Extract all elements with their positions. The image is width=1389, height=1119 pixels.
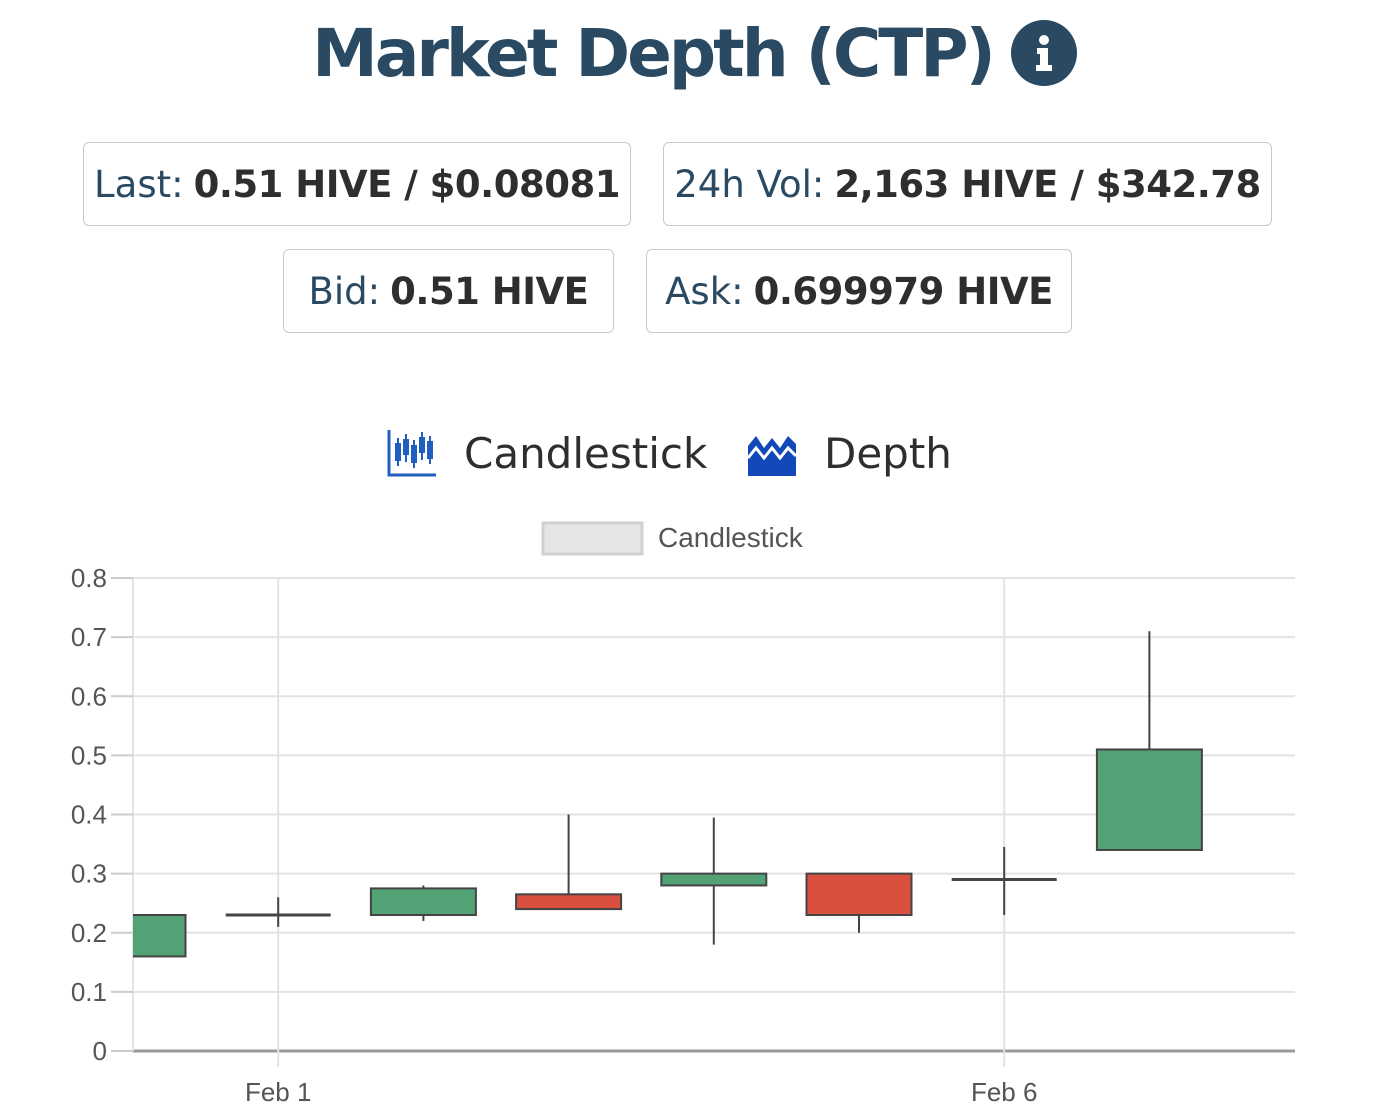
candle[interactable] (81, 914, 187, 958)
candle-body (1095, 748, 1203, 851)
candle-body (369, 887, 477, 917)
candlestick-view-label: Candlestick (464, 428, 708, 478)
candle-body (515, 893, 623, 911)
legend-swatch (541, 521, 644, 556)
ask-label: Ask: (665, 269, 744, 313)
x-tick-label: Feb 6 (971, 1077, 1038, 1107)
y-tick-label: 0.8 (71, 563, 107, 593)
y-tick-label: 0.4 (71, 800, 107, 830)
depth-view-label: Depth (824, 428, 952, 478)
page-title: Market Depth (CTP) (312, 14, 996, 92)
candlestick-chart-icon (387, 430, 436, 477)
volume-label: 24h Vol: (674, 162, 825, 206)
candle[interactable] (805, 872, 913, 933)
y-tick-label: 0.5 (71, 740, 107, 770)
bid-value: 0.51 HIVE (390, 269, 589, 313)
y-tick-label: 0.7 (71, 622, 107, 652)
candle[interactable] (660, 817, 768, 945)
y-tick-label: 0.6 (71, 681, 107, 711)
last-price-label: Last: (94, 162, 184, 206)
candle-body (133, 914, 187, 958)
candlestick-chart: Candlestick 0 0.1 0.2 0.3 0.4 0.5 0.6 0.7 0.8 Feb… (71, 521, 1295, 1107)
x-tick-label: Feb 1 (245, 1077, 312, 1107)
candle-body (805, 872, 913, 917)
ask-box: Ask: 0.699979 HIVE (646, 249, 1072, 333)
candle-body (660, 872, 768, 887)
bid-label: Bid: (308, 269, 381, 313)
candle[interactable] (1095, 631, 1203, 851)
candle[interactable] (225, 897, 331, 927)
area-chart-icon (746, 436, 798, 476)
candlestick-view-button[interactable]: Candlestick (386, 420, 707, 486)
info-icon[interactable] (1010, 20, 1077, 86)
candle[interactable] (369, 885, 477, 921)
last-price-value: 0.51 HIVE / $0.08081 (193, 162, 621, 206)
y-tick-label: 0.1 (71, 977, 107, 1007)
title-row: Market Depth (CTP) (0, 8, 1389, 98)
candle[interactable] (951, 847, 1057, 916)
legend-label: Candlestick (658, 522, 804, 553)
candle[interactable] (515, 814, 623, 911)
volume-value: 2,163 HIVE / $342.78 (834, 162, 1261, 206)
ask-value: 0.699979 HIVE (753, 269, 1054, 313)
y-tick-label: 0.3 (71, 859, 107, 889)
last-price-box: Last: 0.51 HIVE / $0.08081 (83, 142, 631, 226)
y-tick-label: 0 (93, 1036, 107, 1066)
bid-box: Bid: 0.51 HIVE (283, 249, 614, 333)
chart-legend[interactable]: Candlestick (541, 521, 804, 556)
depth-view-button[interactable]: Depth (746, 420, 952, 486)
y-tick-label: 0.2 (71, 918, 107, 948)
volume-box: 24h Vol: 2,163 HIVE / $342.78 (663, 142, 1272, 226)
